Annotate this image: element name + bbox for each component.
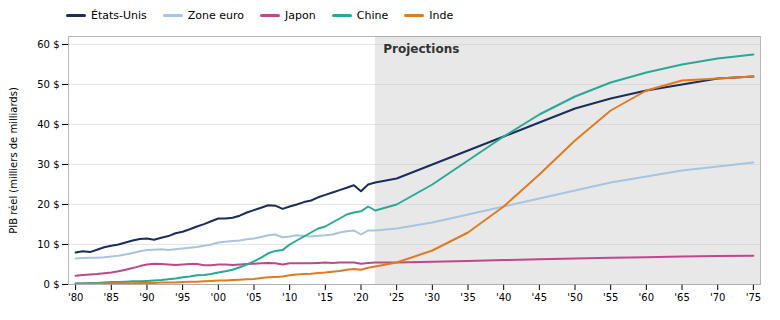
- svg-text:60 $: 60 $: [37, 39, 59, 50]
- svg-text:'70: '70: [710, 292, 725, 303]
- svg-text:'30: '30: [425, 292, 440, 303]
- svg-text:'10: '10: [282, 292, 297, 303]
- html-text:Chine: Chine: [356, 8, 389, 22]
- svg-text:'45: '45: [532, 292, 547, 303]
- svg-text:'85: '85: [104, 292, 119, 303]
- svg-text:'60: '60: [639, 292, 654, 303]
- html-text:Japon: Japon: [285, 8, 316, 22]
- svg-text:'15: '15: [318, 292, 333, 303]
- html-text:Zone euro: Zone euro: [187, 8, 245, 22]
- svg-text:'80: '80: [68, 292, 83, 303]
- svg-text:'00: '00: [211, 292, 226, 303]
- svg-text:50 $: 50 $: [37, 79, 59, 90]
- svg-text:'90: '90: [139, 292, 154, 303]
- svg-text:'25: '25: [389, 292, 404, 303]
- svg-text:PIB réel (milliers de milliard: PIB réel (milliers de milliards): [8, 87, 19, 234]
- svg-text:'35: '35: [460, 292, 475, 303]
- svg-text:'95: '95: [175, 292, 190, 303]
- svg-text:'20: '20: [353, 292, 368, 303]
- svg-text:20 $: 20 $: [37, 199, 59, 210]
- svg-text:10 $: 10 $: [37, 239, 59, 250]
- svg-text:'40: '40: [496, 292, 511, 303]
- html-text:États-Unis: États-Unis: [91, 8, 147, 22]
- html-text:Inde: Inde: [429, 8, 454, 22]
- svg-text:'05: '05: [246, 292, 261, 303]
- svg-text:'65: '65: [674, 292, 689, 303]
- svg-text:'50: '50: [567, 292, 582, 303]
- svg-text:'55: '55: [603, 292, 618, 303]
- svg-text:0 $: 0 $: [44, 279, 60, 290]
- svg-text:30 $: 30 $: [37, 159, 59, 170]
- svg-text:40 $: 40 $: [37, 119, 59, 130]
- svg-text:'75: '75: [746, 292, 761, 303]
- svg-text:Projections: Projections: [383, 42, 459, 56]
